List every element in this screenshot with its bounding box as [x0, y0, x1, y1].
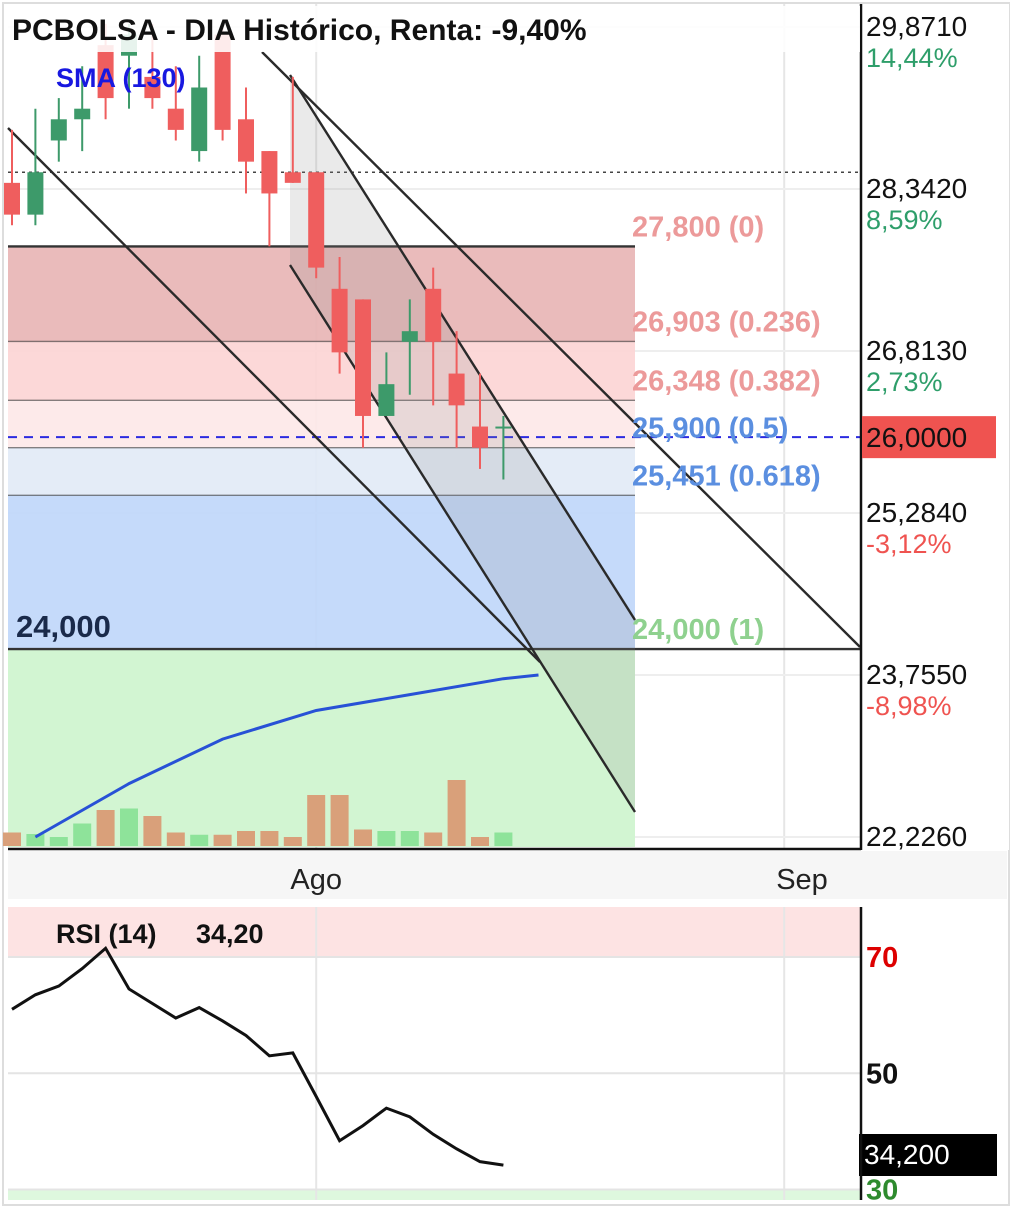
rsi-value: 34,20: [196, 919, 264, 949]
price-axis-label: 23,7550: [866, 659, 967, 690]
candle-body: [4, 182, 20, 215]
time-axis-bg: [8, 851, 1007, 899]
price-axis-label: 25,2840: [866, 497, 967, 528]
candle-body: [74, 108, 91, 120]
sma-polyline: [34, 673, 539, 839]
fib-level-label: 25,451 (0.618): [632, 460, 821, 492]
rsi-overbought-zone: [8, 907, 860, 957]
rsi-current-text: 34,200: [864, 1139, 950, 1170]
volume-bar: [377, 831, 396, 846]
reference-lines: [8, 171, 860, 439]
volume-bar: [26, 834, 45, 846]
candle-body: [425, 288, 442, 342]
candle-body: [495, 426, 512, 429]
volume-bar: [471, 837, 489, 846]
candle-body: [308, 172, 325, 268]
price-axis-percent: -3,12%: [866, 529, 952, 559]
candle-body: [238, 119, 254, 162]
candle-body: [331, 288, 348, 353]
rsi-level-label: 50: [866, 1058, 898, 1090]
volume-bar: [96, 810, 115, 846]
current-price-badge: [862, 416, 996, 459]
candle-body: [27, 172, 44, 215]
candle-body: [401, 331, 418, 342]
volume-bar: [237, 831, 255, 846]
volume-bar: [424, 832, 443, 846]
trend-channel: [7, 51, 861, 813]
price-axis-percent: 8,59%: [866, 205, 943, 235]
volume-bar: [120, 808, 138, 846]
channel-lower-line[interactable]: [288, 264, 637, 813]
rsi-oversold-zone: [8, 1189, 860, 1200]
candlesticks: [4, 23, 512, 480]
candle-body: [214, 34, 231, 130]
volume-bar: [307, 795, 326, 846]
volume-bars: [3, 780, 513, 846]
price-axis-percent: 14,44%: [866, 43, 958, 73]
time-axis-label: Sep: [776, 864, 828, 896]
rsi-level-label: 30: [866, 1175, 898, 1207]
channel-outer-line[interactable]: [7, 127, 541, 663]
volume-bar: [166, 832, 185, 846]
volume-bar: [283, 837, 302, 846]
volume-bar: [260, 831, 279, 846]
price-axis-label: 22,2260: [866, 821, 967, 852]
volume-bar: [494, 832, 513, 846]
fib-level-label: 27,800 (0): [632, 211, 764, 243]
volume-bar: [330, 795, 349, 846]
volume-bar: [354, 829, 372, 846]
candle-body: [191, 87, 208, 152]
support-level-label: 24,000: [16, 609, 111, 644]
volume-bar: [190, 834, 209, 846]
chart-title: PCBOLSA - DIA Histórico, Renta: -9,40%: [12, 14, 587, 47]
fib-level-label: 26,348 (0.382): [632, 365, 821, 397]
candle-body: [144, 76, 161, 99]
time-axis: Ago Sep: [290, 864, 827, 896]
fib-level-label: 24,000 (1): [632, 614, 764, 646]
candle-body: [472, 426, 488, 448]
price-axis-label: 28,3420: [866, 173, 967, 204]
rsi-level-label: 70: [866, 942, 898, 974]
fibonacci-labels: 27,800 (0) 26,903 (0.236) 26,348 (0.382) 25…: [16, 211, 821, 646]
candle-body: [355, 299, 371, 416]
volume-bar: [49, 837, 68, 846]
volume-bar: [213, 834, 232, 846]
candle-body: [284, 172, 301, 183]
fib-level-label: 25,900 (0.5): [632, 413, 788, 445]
candle-body: [50, 119, 67, 141]
channel-mid-line[interactable]: [288, 74, 637, 621]
volume-bar: [400, 831, 419, 846]
time-axis-label: Ago: [290, 864, 342, 896]
rsi-label: RSI (14): [56, 919, 157, 949]
rsi-panel: 70 50 30 34,200: [8, 907, 997, 1207]
price-axis-percent: -8,98%: [866, 691, 952, 721]
price-axis-label: 26,8130: [866, 335, 967, 366]
fib-zone: [8, 400, 635, 448]
rsi-line: [11, 945, 504, 1167]
rsi-current-badge: [859, 1134, 997, 1176]
title-bar: [4, 6, 860, 52]
volume-bar: [73, 823, 92, 846]
price-axis-label: 29,8710: [866, 11, 967, 42]
volume-bar: [3, 832, 21, 846]
channel-upper-line[interactable]: [261, 51, 861, 648]
candle-body: [97, 45, 114, 99]
price-axis-percent: 2,73%: [866, 367, 943, 397]
candle-body: [167, 108, 184, 130]
sma-line: [34, 673, 539, 839]
channel-shade: [290, 75, 635, 812]
candle-body: [378, 384, 395, 416]
volume-bar: [447, 780, 466, 846]
candle-body: [261, 151, 278, 194]
candle-body: [448, 373, 465, 406]
sma-label[interactable]: SMA (130): [56, 63, 186, 93]
fib-zone: [8, 341, 635, 401]
fib-level-label: 26,903 (0.236): [632, 306, 821, 338]
fib-zone: [8, 495, 635, 650]
current-price-text: 26,0000: [866, 422, 967, 453]
volume-bar: [143, 816, 162, 846]
